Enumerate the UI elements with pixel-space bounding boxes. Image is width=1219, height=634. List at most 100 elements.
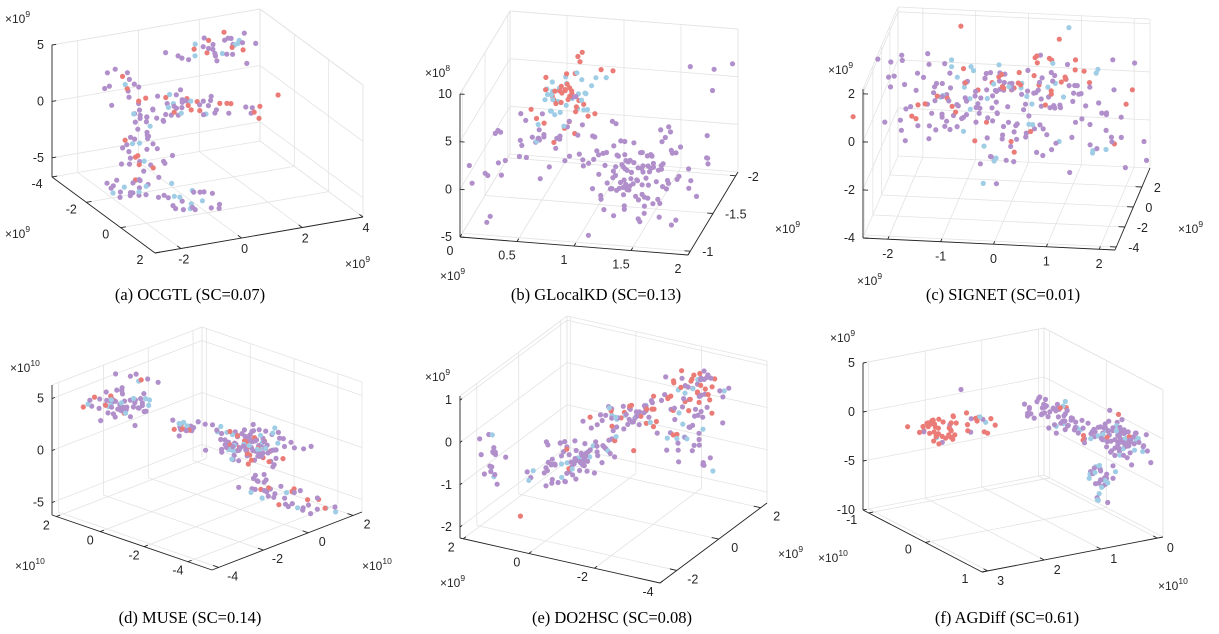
data-point — [1131, 447, 1138, 453]
data-point — [502, 157, 508, 164]
data-point — [1069, 415, 1076, 422]
data-point — [639, 182, 645, 188]
data-point — [1112, 452, 1118, 458]
data-point — [634, 177, 640, 183]
data-point — [982, 75, 988, 81]
data-point — [252, 472, 258, 478]
data-point — [1034, 149, 1040, 155]
data-point — [1015, 80, 1021, 86]
x-tick-mark — [687, 251, 691, 256]
data-point — [915, 123, 921, 129]
data-point — [952, 432, 958, 438]
data-point — [1095, 66, 1101, 72]
data-point — [1105, 499, 1111, 506]
y-exponent-label: ×1010 — [15, 556, 45, 573]
data-point — [108, 397, 114, 403]
data-point — [1021, 401, 1028, 407]
gridline — [1043, 425, 1164, 489]
data-point — [701, 368, 707, 374]
gridline — [862, 11, 899, 94]
data-point — [665, 394, 672, 401]
data-point — [201, 35, 207, 41]
data-point — [136, 185, 142, 191]
data-point — [210, 46, 216, 53]
y-tick-label: 0 — [87, 534, 94, 548]
x-tick-label: 0 — [990, 252, 997, 266]
data-point — [1087, 84, 1093, 90]
gridline — [566, 319, 768, 366]
data-point — [1062, 76, 1069, 82]
data-point — [179, 55, 185, 61]
data-point — [591, 470, 598, 476]
data-point — [572, 456, 578, 462]
data-point — [675, 440, 681, 446]
data-point — [1044, 132, 1050, 138]
data-point — [1013, 123, 1019, 129]
data-point — [469, 180, 475, 186]
z-exponent-label: ×1010 — [10, 358, 40, 375]
gridline — [889, 174, 1142, 188]
data-point — [899, 57, 905, 64]
data-point — [188, 107, 194, 113]
data-point — [264, 489, 270, 495]
data-point — [612, 454, 618, 460]
data-point — [558, 99, 564, 106]
data-point — [254, 446, 260, 452]
exponent-base: ×10 — [857, 274, 878, 288]
data-point — [930, 417, 936, 423]
data-point — [1071, 90, 1077, 96]
data-point — [940, 419, 946, 425]
data-point — [1092, 429, 1098, 435]
data-point — [1080, 432, 1087, 439]
data-point — [567, 85, 573, 91]
scatter-points — [905, 386, 1154, 506]
data-point — [611, 143, 617, 149]
data-point — [209, 190, 215, 196]
data-point — [664, 435, 670, 441]
data-point — [686, 166, 692, 172]
data-point — [544, 91, 551, 98]
data-point — [564, 446, 570, 452]
data-point — [582, 441, 588, 447]
exponent-base: ×10 — [15, 559, 36, 573]
data-point — [650, 201, 656, 207]
gridline — [51, 392, 203, 451]
data-point — [886, 74, 892, 80]
data-point — [926, 123, 933, 129]
y-tick-label: -4 — [31, 177, 42, 191]
data-point — [1069, 134, 1075, 140]
data-point — [243, 104, 249, 110]
x-exponent-label: ×1010 — [362, 556, 392, 573]
data-point — [113, 371, 119, 377]
data-point — [1085, 420, 1091, 426]
data-point — [133, 371, 139, 377]
data-point — [914, 70, 921, 76]
x-tick-mark — [1152, 535, 1158, 539]
data-point — [924, 420, 930, 426]
data-point — [552, 88, 558, 94]
gridline — [201, 340, 363, 396]
data-point — [129, 141, 136, 147]
data-point — [257, 432, 264, 438]
data-point — [963, 410, 970, 416]
data-point — [1110, 463, 1116, 469]
data-point — [333, 509, 339, 515]
data-point — [112, 66, 118, 72]
z-tick-label: -4 — [844, 231, 855, 245]
data-point — [628, 176, 634, 182]
gridline — [199, 151, 303, 228]
exponent-power: 9 — [1198, 219, 1203, 229]
data-point — [1099, 484, 1105, 490]
data-point — [660, 161, 666, 167]
data-point — [639, 149, 645, 156]
z-tick-mark — [459, 440, 463, 443]
z-tick-mark — [51, 500, 56, 503]
caption-b: (b) GLocalKD (SC=0.13) — [511, 285, 681, 304]
data-point — [988, 416, 994, 422]
data-point — [130, 190, 136, 196]
data-point — [239, 40, 246, 46]
data-point — [230, 444, 236, 450]
gridline — [862, 376, 1045, 413]
data-point — [577, 59, 583, 65]
